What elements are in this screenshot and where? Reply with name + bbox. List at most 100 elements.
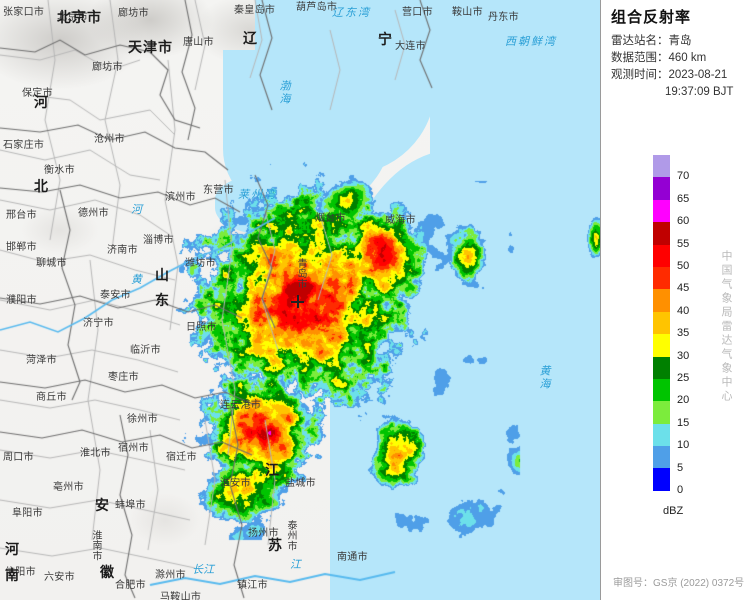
map-label-province: 苏 [268, 537, 283, 553]
map-label-city: 邢台市 [6, 210, 37, 221]
map-label-city: 廊坊市 [92, 62, 123, 73]
map-label-city: 北京市 [57, 12, 88, 23]
map-label-city: 菏泽市 [26, 355, 57, 366]
map-label-city: 泰州市 [285, 520, 296, 551]
map-label-province: 安 [95, 497, 110, 513]
map-label-city: 泰安市 [100, 290, 131, 301]
map-label-city: 唐山市 [183, 37, 214, 48]
administrative-boundary-layer [0, 0, 600, 600]
map-label-city: 潍坊市 [185, 258, 216, 269]
colorbar-band-40 [653, 311, 670, 335]
map-label-province: 河 [5, 541, 20, 557]
agency-watermark: 中国气象局雷达气象中心 [720, 250, 732, 404]
map-label-city: 秦皇岛市 [234, 5, 276, 16]
colorbar-band-35 [653, 334, 670, 357]
colorbar-tick-20: 20 [677, 394, 690, 407]
map-label-province: 辽 [243, 30, 258, 46]
map-approval-number: 审图号：GS京 (2022) 0372号 [613, 578, 745, 589]
map-label-province: 徽 [100, 564, 115, 580]
map-label-city: 石家庄市 [3, 140, 45, 151]
map-label-city: 济南市 [107, 245, 138, 256]
map-label-city: 滨州市 [165, 192, 196, 203]
map-label-province: 天津市 [128, 39, 173, 55]
time-row-second: 19:37:09 BJT [611, 84, 756, 101]
radar-map-panel[interactable]: 张家口市 北京市 廊坊市 唐山市 秦皇岛市 葫芦岛市 营口市 鞍山市 丹东市 大连市 保定市 廊坊市沧… [0, 0, 600, 600]
map-label-city: 南通市 [337, 552, 368, 563]
map-label-city: 淮北市 [80, 448, 111, 459]
map-label-city: 烟台市 [315, 213, 346, 224]
colorbar-tick-10: 10 [677, 439, 690, 452]
colorbar-tick-30: 30 [677, 349, 690, 362]
range-label: 数据范围： [611, 52, 669, 64]
map-label-city: 信阳市 [5, 567, 36, 578]
map-label-city: 沧州市 [94, 134, 125, 145]
map-label-city: 保定市 [22, 88, 53, 99]
map-label-city: 淄博市 [143, 235, 174, 246]
page-title: 组合反射率 [611, 9, 692, 26]
map-label-province: 东 [155, 292, 170, 308]
colorbar-strip [653, 155, 670, 491]
map-label-city: 淮南市 [90, 530, 101, 561]
colorbar-tick-5: 5 [677, 461, 684, 474]
colorbar-tick-70: 70 [677, 170, 690, 183]
info-panel: 组合反射率 雷达站名：青岛 数据范围：460 km 观测时间：2023-08-2… [601, 0, 756, 600]
map-label-province: 北 [34, 178, 49, 194]
colorbar-band-55 [653, 244, 670, 267]
map-label-sea: 西朝鲜湾 [505, 36, 557, 48]
map-label-province: 江 [265, 462, 280, 478]
map-label-city: 张家口市 [3, 7, 45, 18]
colorbar-tick-55: 55 [677, 237, 690, 250]
map-label-river: 黄 [131, 274, 143, 286]
map-label-city: 镇江市 [237, 580, 268, 591]
metadata-block: 雷达站名：青岛 数据范围：460 km 观测时间：2023-08-21 19:3… [611, 33, 756, 101]
map-label-city: 青岛市 [295, 258, 306, 289]
map-label-province: 河 [34, 94, 49, 110]
station-label: 雷达站名： [611, 35, 669, 47]
station-row: 雷达站名：青岛 [611, 33, 756, 50]
colorbar-tick-15: 15 [677, 416, 690, 429]
map-label-sea: 渤海 [278, 80, 290, 106]
colorbar-tick-65: 65 [677, 192, 690, 205]
map-label-city: 大连市 [395, 41, 426, 52]
map-label-city: 淮安市 [220, 478, 251, 489]
map-label-city: 德州市 [78, 208, 109, 219]
map-label-city: 连云港市 [220, 400, 262, 411]
colorbar-tick-45: 45 [677, 282, 690, 295]
colorbar-band-75+ [653, 155, 670, 178]
colorbar-tick-60: 60 [677, 215, 690, 228]
map-label-city: 衡水市 [44, 165, 75, 176]
map-label-city: 营口市 [402, 7, 433, 18]
time-value-date: 2023-08-21 [668, 69, 728, 81]
map-label-city: 徐州市 [127, 414, 158, 425]
colorbar-band-65 [653, 199, 670, 223]
map-label-province: 北京市 [57, 9, 102, 25]
map-label-city: 东营市 [203, 185, 234, 196]
map-label-city: 日照市 [186, 322, 217, 333]
map-label-city: 六安市 [44, 572, 75, 583]
colorbar-band-60 [653, 222, 670, 245]
colorbar-band-5 [653, 468, 670, 491]
map-label-city: 马鞍山市 [160, 592, 202, 600]
map-label-city: 葫芦岛市 [296, 2, 338, 13]
colorbar-band-70 [653, 177, 670, 200]
map-label-city: 扬州市 [248, 528, 279, 539]
colorbar-band-45 [653, 289, 670, 312]
map-label-province: 宁 [378, 31, 393, 47]
time-label: 观测时间： [611, 69, 669, 81]
map-label-city: 濮阳市 [6, 295, 37, 306]
map-label-sea: 莱州湾 [238, 189, 277, 201]
map-label-province: 山 [155, 267, 170, 283]
map-label-city: 阜阳市 [12, 508, 43, 519]
map-label-sea: 辽东湾 [332, 7, 371, 19]
map-label-province: 南 [5, 567, 20, 583]
time-value-clock: 19:37:09 BJT [665, 86, 734, 98]
time-row: 观测时间：2023-08-21 [611, 67, 756, 84]
map-label-city: 枣庄市 [108, 372, 139, 383]
range-row: 数据范围：460 km [611, 50, 756, 67]
map-label-city: 滁州市 [155, 570, 186, 581]
colorbar-tick-35: 35 [677, 327, 690, 340]
map-label-sea: 黄海 [538, 365, 550, 391]
colorbar-band-10 [653, 446, 670, 469]
map-label-city: 丹东市 [488, 12, 519, 23]
